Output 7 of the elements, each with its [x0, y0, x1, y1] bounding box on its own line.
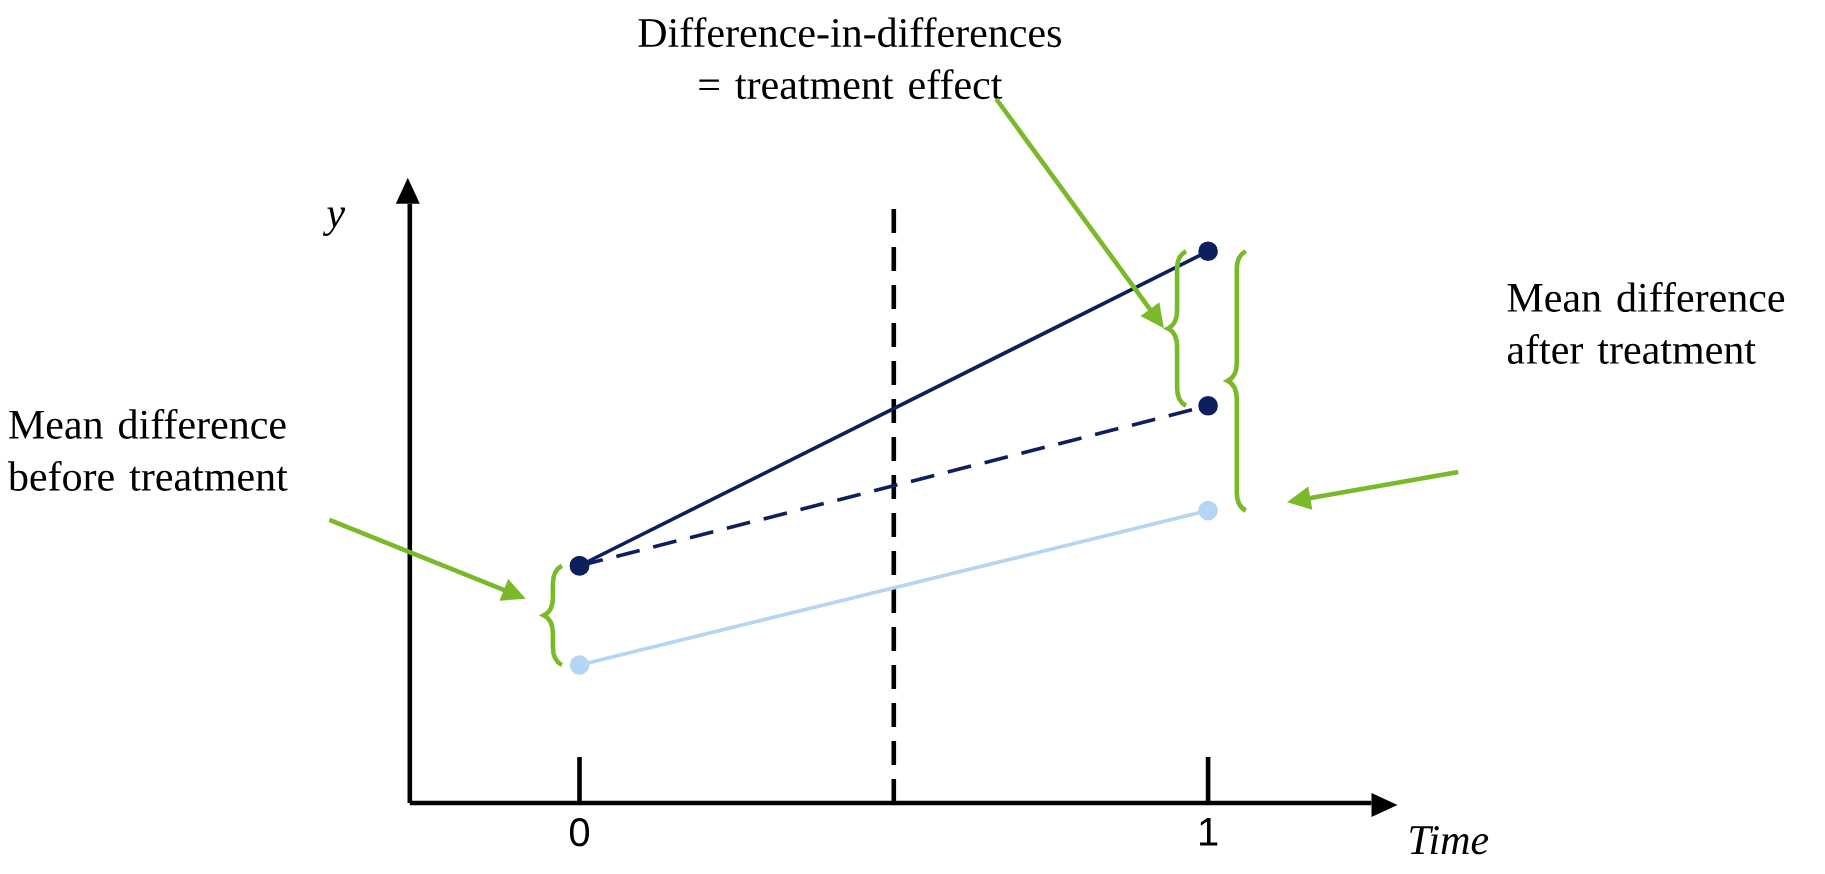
y-axis-title: y [322, 207, 346, 236]
x-axis-title: Time [1410, 826, 1489, 855]
text: Mean difference after treatment [1507, 282, 1785, 364]
x-tick-label: 0 [569, 818, 590, 847]
text: Difference-in-differences = treatment effect [638, 17, 1061, 100]
text: Mean difference before treatment [7, 408, 288, 491]
x-tick-label: 1 [1200, 818, 1218, 846]
